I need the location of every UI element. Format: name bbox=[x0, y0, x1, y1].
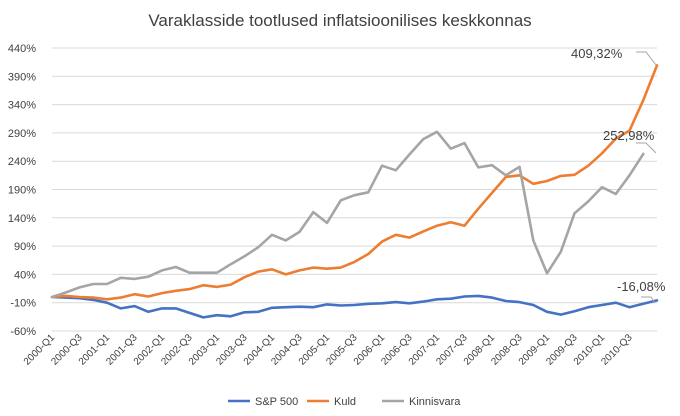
chart-title: Varaklasside tootlused inflatsioonilises… bbox=[148, 11, 531, 30]
y-tick-label: 190% bbox=[8, 185, 36, 197]
series-lines bbox=[50, 64, 659, 319]
series-line-kuld bbox=[50, 64, 659, 301]
y-tick-label: 290% bbox=[8, 128, 36, 140]
gridlines bbox=[52, 47, 657, 332]
end-value-label: 252,98% bbox=[603, 128, 655, 143]
series-line-s-p-500 bbox=[50, 294, 659, 319]
y-tick-label: -60% bbox=[10, 326, 36, 338]
y-tick-label: 440% bbox=[8, 43, 36, 55]
end-value-label: 409,32% bbox=[571, 46, 623, 61]
annotation-leader-line bbox=[636, 51, 657, 66]
series-line-kinnisvara bbox=[50, 130, 645, 299]
y-tick-label: -10% bbox=[10, 298, 36, 310]
end-value-label: -16,08% bbox=[617, 279, 666, 294]
y-tick-label: 140% bbox=[8, 213, 36, 225]
y-tick-label: 340% bbox=[8, 100, 36, 112]
legend: S&P 500 Kuld Kinnisvara bbox=[228, 396, 461, 408]
y-tick-label: 390% bbox=[8, 71, 36, 83]
y-tick-label: 90% bbox=[14, 241, 36, 253]
legend-label: S&P 500 bbox=[255, 396, 298, 408]
annotation-leader-line bbox=[636, 142, 657, 154]
legend-label: Kuld bbox=[334, 396, 356, 408]
y-axis-ticks: -60% -10% 40% 90% 140% 190% 240% 290% 340% 390% 44… bbox=[8, 43, 36, 338]
y-tick-label: 40% bbox=[14, 269, 36, 281]
x-axis-ticks: 2000-Q12000-Q32001-Q12001-Q32002-Q12002-… bbox=[22, 332, 635, 368]
x-tick-label: 2010-Q3 bbox=[599, 332, 635, 368]
annotation-leader-line bbox=[641, 296, 656, 304]
y-tick-label: 240% bbox=[8, 156, 36, 168]
legend-label: Kinnisvara bbox=[409, 396, 461, 408]
end-annotations: -16,08% 409,32% 252,98% bbox=[571, 46, 666, 304]
